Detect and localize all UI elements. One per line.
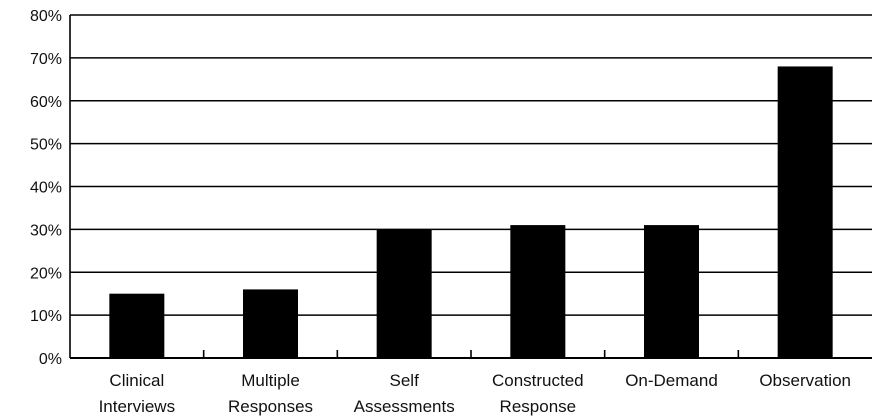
y-tick-label: 60%	[30, 94, 62, 111]
x-tick-label: Self Assessments	[354, 371, 455, 416]
gridlines	[69, 14, 872, 359]
bar	[243, 289, 298, 358]
bar	[510, 225, 566, 358]
x-axis-ticks	[202, 350, 740, 358]
bar	[376, 229, 432, 358]
y-tick-label: 50%	[30, 137, 62, 154]
y-tick-label: 20%	[30, 265, 62, 282]
bar	[109, 293, 165, 358]
x-tick-label: Constructed Response	[492, 371, 584, 416]
y-axis-tick-labels: 0% 10% 20% 30% 40% 50% 60% 70% 80%	[30, 8, 62, 368]
x-axis-category-labels: Clinical Interviews Multiple Responses Self A…	[99, 371, 851, 416]
bar	[644, 225, 699, 358]
y-tick-label: 0%	[39, 351, 62, 368]
x-tick-label: Observation	[759, 371, 851, 390]
y-tick-label: 40%	[30, 180, 62, 197]
x-tick-label: On-Demand	[625, 371, 718, 390]
bar	[777, 66, 833, 358]
bars	[109, 66, 833, 358]
y-tick-label: 80%	[30, 8, 62, 25]
x-tick-label: Clinical Interviews	[99, 371, 176, 416]
y-tick-label: 30%	[30, 222, 62, 239]
x-tick-label: Multiple Responses	[228, 371, 313, 416]
y-tick-label: 10%	[30, 308, 62, 325]
y-tick-label: 70%	[30, 51, 62, 68]
